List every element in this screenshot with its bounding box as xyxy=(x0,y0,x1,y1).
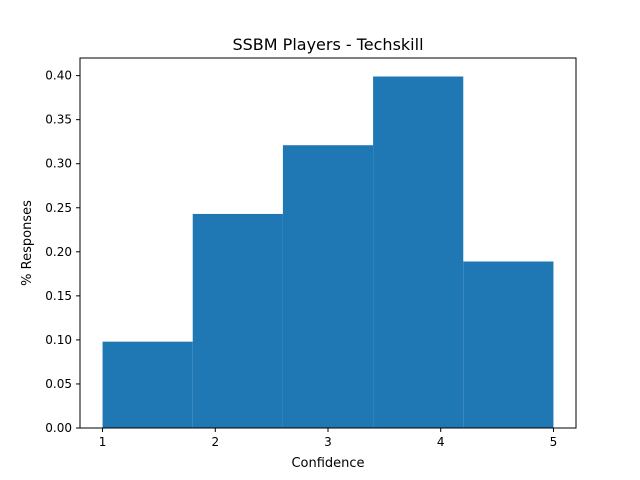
x-tick-label: 3 xyxy=(324,435,332,449)
x-tick-label: 5 xyxy=(550,435,558,449)
histogram-bar-1 xyxy=(102,341,193,428)
x-axis-ticks: 1 2 3 4 5 xyxy=(99,428,558,449)
y-tick-label: 0.10 xyxy=(45,333,72,347)
x-tick-label: 2 xyxy=(211,435,219,449)
x-axis-label: Confidence xyxy=(291,456,364,471)
y-tick-label: 0.05 xyxy=(45,377,72,391)
histogram-bar-4 xyxy=(373,76,464,428)
y-tick-label: 0.20 xyxy=(45,245,72,259)
histogram-bar-3 xyxy=(282,145,374,428)
y-tick-label: 0.25 xyxy=(45,201,72,215)
x-tick-label: 4 xyxy=(437,435,445,449)
y-tick-label: 0.00 xyxy=(45,421,72,435)
y-axis-label: % Responses xyxy=(20,200,35,286)
chart-title: SSBM Players - Techskill xyxy=(232,35,423,54)
y-tick-label: 0.35 xyxy=(45,113,72,127)
y-tick-label: 0.15 xyxy=(45,289,72,303)
x-tick-label: 1 xyxy=(99,435,107,449)
y-tick-label: 0.40 xyxy=(45,69,72,83)
histogram-bar-2 xyxy=(192,213,283,428)
y-axis-ticks: 0.00 0.05 0.10 0.15 0.20 0.25 0.30 0.35 0.40 xyxy=(45,69,80,435)
bars-group xyxy=(102,76,554,428)
y-tick-label: 0.30 xyxy=(45,157,72,171)
histogram-bar-5 xyxy=(463,261,554,428)
